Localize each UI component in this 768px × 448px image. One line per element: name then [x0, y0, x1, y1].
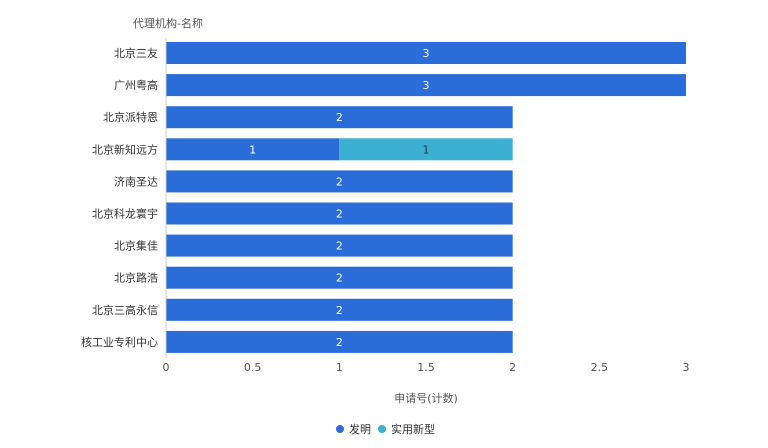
bars-group: 3 3 2 1 1 2 2 2 2 2 2	[166, 42, 686, 353]
category-label: 广州粤高	[114, 78, 158, 92]
x-tick-label: 0	[163, 361, 170, 374]
bar-invention[interactable]	[166, 202, 513, 225]
legend-marker	[336, 425, 344, 433]
legend-item-label[interactable]: 发明	[349, 422, 371, 436]
category-label: 北京三高永信	[92, 303, 158, 317]
bar-invention[interactable]	[166, 74, 686, 97]
bar-value-label: 2	[336, 208, 343, 221]
category-labels: 北京三友广州粤高北京派特恩北京新知远方济南圣达北京科龙寰宇北京集佳北京路浩北京三…	[81, 46, 158, 349]
category-label: 北京路浩	[114, 271, 158, 285]
x-axis-title: 申请号(计数)	[394, 392, 458, 405]
bar-value-label: 2	[336, 111, 343, 124]
bar-value-label: 2	[336, 336, 343, 349]
bar-invention[interactable]	[166, 266, 513, 289]
x-tick-label: 1	[336, 361, 343, 374]
category-label: 北京新知远方	[92, 142, 158, 156]
category-label: 北京三友	[114, 46, 158, 60]
bar-value-label: 3	[423, 47, 430, 60]
bar-value-label: 1	[423, 143, 430, 156]
bar-invention[interactable]	[166, 330, 513, 353]
bar-invention[interactable]	[166, 234, 513, 257]
bar-invention[interactable]	[166, 106, 513, 129]
category-label: 北京科龙寰宇	[92, 207, 158, 221]
bar-utility-model[interactable]	[339, 138, 513, 161]
bar-invention[interactable]	[166, 170, 513, 193]
category-label: 济南圣达	[114, 174, 158, 188]
bar-invention[interactable]	[166, 42, 686, 64]
x-tick-label: 3	[683, 361, 690, 374]
bar-invention[interactable]	[166, 138, 340, 161]
bar-value-label: 2	[336, 240, 343, 253]
x-tick-label: 2.5	[591, 361, 609, 374]
bar-value-label: 2	[336, 272, 343, 285]
legend-item-label[interactable]: 实用新型	[391, 422, 435, 436]
x-tick-label: 0.5	[244, 361, 262, 374]
category-label: 核工业专利中心	[81, 335, 158, 349]
bar-invention[interactable]	[166, 298, 513, 321]
bar-value-label: 3	[423, 79, 430, 92]
bar-value-label: 1	[249, 143, 256, 156]
category-label: 北京集佳	[114, 239, 158, 253]
x-tick-labels: 0 0.5 1 1.5 2 2.5 3	[163, 361, 690, 374]
legend[interactable]: 发明 实用新型	[336, 422, 435, 436]
bar-value-label: 2	[336, 304, 343, 317]
x-tick-label: 1.5	[417, 361, 435, 374]
bar-value-label: 2	[336, 175, 343, 188]
category-label: 北京派特恩	[103, 110, 158, 124]
y-axis-title: 代理机构-名称	[133, 16, 203, 30]
legend-marker	[378, 425, 386, 433]
x-tick-label: 2	[509, 361, 516, 374]
